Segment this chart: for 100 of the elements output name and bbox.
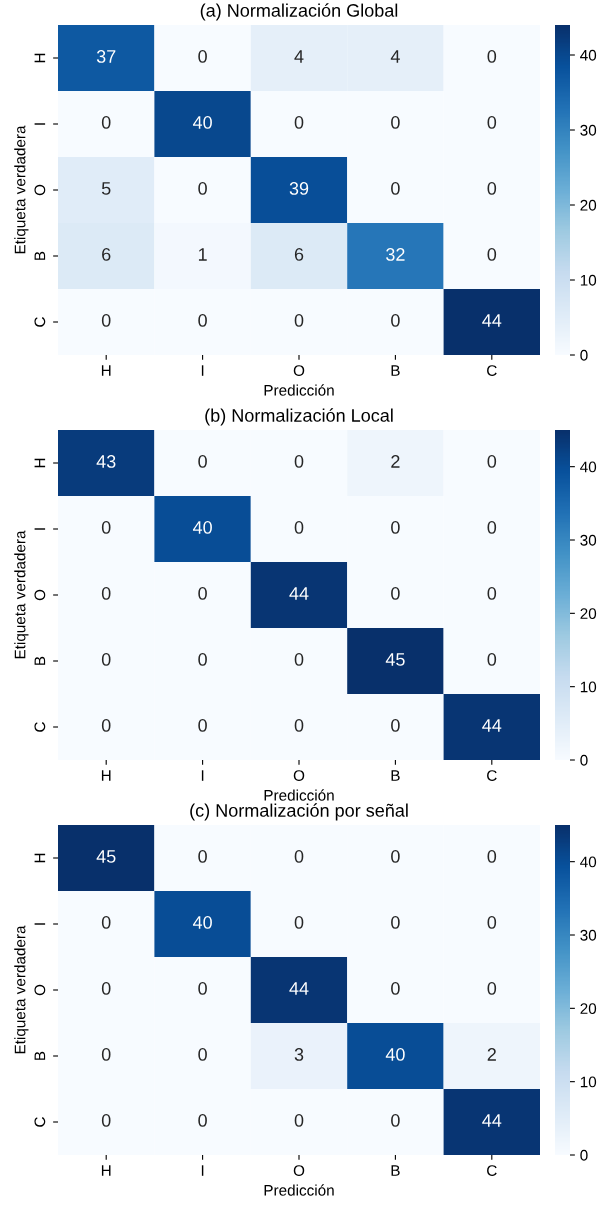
color-bar-label: 30 [580, 534, 597, 546]
data-label: 0 [101, 916, 111, 929]
data-label: 4 [390, 50, 400, 63]
data-label: 40 [385, 1048, 405, 1061]
data-label: 0 [391, 1114, 400, 1127]
data-label: 39 [289, 182, 309, 195]
data-label: 0 [101, 116, 111, 129]
data-label: 0 [294, 719, 304, 732]
data-label: 0 [487, 653, 497, 666]
x-tick-label: I [201, 770, 204, 781]
data-label: 0 [294, 653, 304, 666]
data-label: 44 [289, 982, 309, 995]
color-bar-label: 30 [580, 124, 597, 136]
x-tick-label: I [201, 1165, 204, 1176]
x-axis-title: Predicción [264, 1184, 334, 1196]
data-label: 0 [101, 1048, 111, 1061]
x-tick-label: O [293, 365, 305, 376]
data-label: 0 [391, 916, 400, 929]
data-label: 2 [487, 1048, 496, 1061]
color-bar-label: 20 [580, 199, 597, 211]
chart-title: (a) Normalización Global [200, 3, 398, 21]
data-label: 44 [482, 1114, 502, 1127]
data-label: 0 [487, 455, 497, 468]
x-tick-label: B [391, 770, 400, 781]
x-tick-label: H [101, 365, 111, 376]
data-label: 45 [96, 850, 116, 863]
data-label: 3 [294, 1048, 304, 1061]
y-tick-label: O [34, 184, 46, 196]
data-label: 6 [102, 248, 111, 261]
color-bar-label: 20 [580, 1003, 597, 1015]
data-label: 0 [487, 182, 497, 195]
color-bar-label: 0 [580, 349, 588, 361]
data-label: 4 [294, 50, 304, 63]
data-label: 0 [101, 982, 111, 995]
data-label: 0 [487, 982, 497, 995]
data-label: 0 [391, 719, 400, 732]
y-tick-label: B [34, 1051, 46, 1060]
data-label: 6 [294, 248, 304, 261]
color-bar-label: 0 [580, 1149, 588, 1161]
data-label: 0 [487, 248, 497, 261]
y-axis-title: Etiqueta verdadera [14, 125, 29, 254]
data-label: 0 [487, 50, 497, 63]
data-label: 0 [198, 455, 207, 468]
color-bar-label: 40 [580, 856, 597, 868]
x-tick-label: H [101, 770, 111, 781]
data-label: 0 [101, 587, 111, 600]
y-tick-label: I [34, 923, 46, 925]
data-label: 0 [101, 719, 111, 732]
color-bar-label: 10 [580, 681, 597, 693]
data-label: 0 [294, 455, 304, 468]
y-tick-label: I [34, 123, 46, 125]
color-bar-label: 40 [580, 461, 597, 473]
y-tick-label: C [34, 317, 46, 327]
y-axis-title: Etiqueta verdadera [14, 925, 29, 1054]
data-label: 0 [391, 587, 400, 600]
y-tick-label: H [34, 458, 46, 468]
x-tick-label: C [487, 365, 497, 376]
y-tick-label: H [34, 53, 46, 63]
color-bar-label: 40 [580, 49, 597, 61]
data-label: 2 [391, 455, 400, 468]
x-tick-label: B [391, 365, 400, 376]
x-axis-title: Predicción [264, 789, 334, 801]
data-label: 0 [294, 116, 304, 129]
color-bar-label: 20 [580, 608, 597, 620]
data-label: 43 [96, 455, 116, 468]
data-label: 1 [198, 248, 207, 261]
x-tick-label: O [293, 770, 305, 781]
data-label: 0 [391, 314, 400, 327]
x-tick-label: C [487, 770, 497, 781]
data-label: 0 [487, 116, 497, 129]
x-tick-label: B [391, 1165, 400, 1176]
y-tick-label: H [34, 853, 46, 863]
y-tick-label: O [34, 589, 46, 601]
data-label: 0 [294, 314, 304, 327]
color-bar-label: 10 [580, 274, 597, 286]
data-label: 0 [391, 850, 400, 863]
data-label: 0 [198, 850, 207, 863]
y-tick-label: I [34, 528, 46, 530]
x-tick-label: C [487, 1165, 497, 1176]
y-tick-label: B [34, 251, 46, 260]
data-label: 0 [391, 116, 400, 129]
data-label: 40 [192, 916, 212, 929]
data-label: 0 [198, 1048, 207, 1061]
data-label: 37 [96, 50, 116, 63]
data-label: 0 [198, 653, 207, 666]
data-label: 0 [198, 982, 207, 995]
data-label: 5 [101, 182, 111, 195]
y-tick-label: B [34, 656, 46, 665]
data-label: 0 [294, 916, 304, 929]
data-label: 40 [192, 116, 212, 129]
data-label: 0 [101, 1114, 111, 1127]
y-tick-label: C [34, 722, 46, 732]
data-label: 0 [487, 850, 497, 863]
x-tick-label: O [293, 1165, 305, 1176]
x-axis-title: Predicción [264, 384, 334, 396]
y-tick-label: O [34, 984, 46, 996]
data-label: 0 [487, 916, 497, 929]
color-bar-label: 0 [580, 754, 588, 766]
data-label: 0 [198, 587, 207, 600]
data-label: 0 [391, 182, 400, 195]
